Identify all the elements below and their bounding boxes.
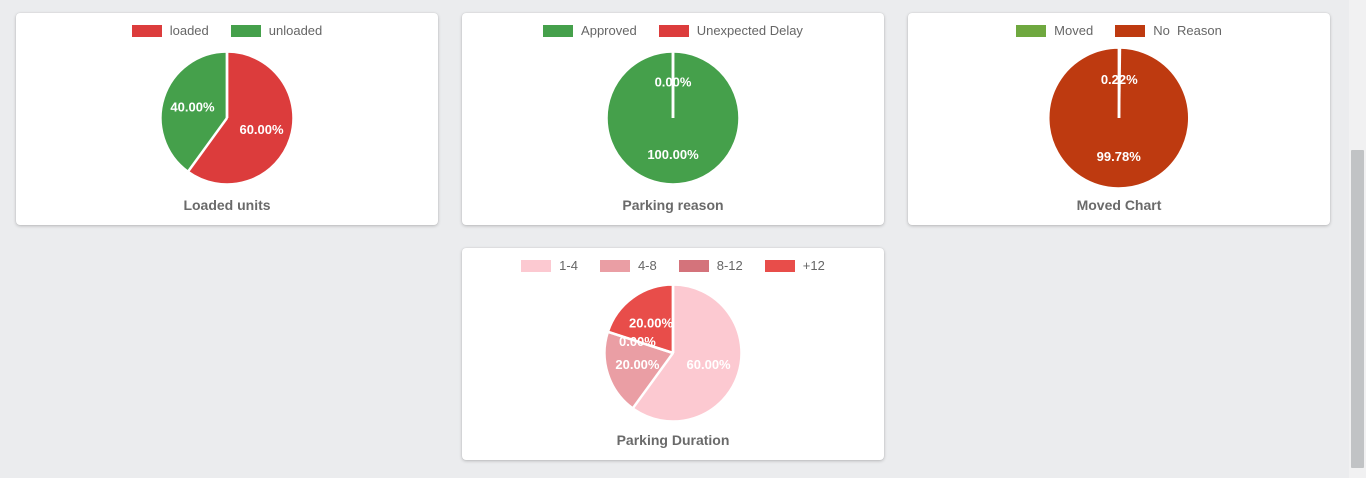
legend-swatch-icon bbox=[1115, 25, 1146, 37]
chart-card-parking-reason: Approved Unexpected Delay 100.00% 0.00% Pa… bbox=[462, 13, 884, 225]
legend-label: 4-8 bbox=[637, 258, 657, 273]
pie-percent-label: 40.00% bbox=[170, 99, 215, 114]
chart-legend: 1-4 4-8 8-12 +12 bbox=[462, 258, 884, 274]
legend-label: 1-4 bbox=[559, 258, 578, 273]
slice-border bbox=[187, 117, 229, 173]
legend-item-approved[interactable]: Approved bbox=[543, 23, 637, 39]
pie-percent-label: 20.00% bbox=[629, 315, 674, 330]
legend-swatch-icon bbox=[764, 260, 795, 272]
pie-percent-label: 0.22% bbox=[1101, 72, 1138, 87]
slice-border bbox=[607, 330, 674, 355]
pie-percent-label: 60.00% bbox=[687, 357, 732, 372]
scrollbar[interactable] bbox=[1349, 0, 1366, 478]
pie-percent-label: 99.78% bbox=[1097, 149, 1142, 164]
pie-slice-loaded[interactable] bbox=[187, 51, 294, 185]
legend-item-4-8[interactable]: 4-8 bbox=[599, 258, 657, 274]
chart-title: Loaded units bbox=[183, 197, 271, 213]
chart-legend: loaded unloaded bbox=[16, 23, 438, 39]
legend-label: Approved bbox=[581, 23, 637, 38]
chart-title: Moved Chart bbox=[1076, 197, 1162, 213]
pie-percent-label: 20.00% bbox=[615, 357, 660, 372]
legend-swatch-icon bbox=[599, 260, 630, 272]
pie-chart-moved-chart: 0.22% 99.78% bbox=[1048, 47, 1190, 189]
pie-percent-label: 100.00% bbox=[647, 147, 699, 162]
legend-label: loaded bbox=[169, 23, 209, 38]
legend-swatch-icon bbox=[678, 260, 709, 272]
legend-swatch-icon bbox=[521, 260, 552, 272]
legend-label: unloaded bbox=[268, 23, 323, 38]
pie-chart-parking-duration: 60.00% 20.00% 0.00% 20.00% bbox=[604, 284, 742, 422]
legend-swatch-icon bbox=[131, 25, 162, 37]
legend-swatch-icon bbox=[658, 25, 689, 37]
legend-item-no-reason[interactable]: No Reason bbox=[1115, 23, 1222, 39]
legend-label: Unexpected Delay bbox=[696, 23, 803, 38]
legend-swatch-icon bbox=[1016, 25, 1047, 37]
chart-legend: Approved Unexpected Delay bbox=[462, 23, 884, 39]
chart-legend: Moved No Reason bbox=[908, 23, 1330, 39]
legend-label: No Reason bbox=[1153, 23, 1222, 38]
legend-item-moved[interactable]: Moved bbox=[1016, 23, 1093, 39]
legend-item-1-4[interactable]: 1-4 bbox=[521, 258, 578, 274]
chart-card-moved-chart: Moved No Reason 0.22% 99.78% Moved Chart bbox=[908, 13, 1330, 225]
pie-slice-4-8[interactable] bbox=[604, 331, 675, 410]
legend-item-unloaded[interactable]: unloaded bbox=[230, 23, 323, 39]
pie-chart-parking-reason: 100.00% 0.00% bbox=[606, 51, 740, 185]
pie-percent-label: 60.00% bbox=[239, 122, 284, 137]
slice-border bbox=[632, 352, 675, 409]
legend-swatch-icon bbox=[543, 25, 574, 37]
legend-item-8-12[interactable]: 8-12 bbox=[678, 258, 743, 274]
pie-slice-1-4[interactable] bbox=[631, 284, 742, 422]
legend-item-unexpected-delay[interactable]: Unexpected Delay bbox=[658, 23, 803, 39]
chart-card-parking-duration: 1-4 4-8 8-12 +12 60.00% 20.00% 0.00% 20.00% Pa… bbox=[462, 248, 884, 460]
legend-label: +12 bbox=[802, 258, 825, 273]
scrollbar-thumb[interactable] bbox=[1351, 150, 1364, 468]
pie-slice-unloaded[interactable] bbox=[160, 51, 228, 173]
legend-item-loaded[interactable]: loaded bbox=[131, 23, 209, 39]
legend-label: Moved bbox=[1054, 23, 1094, 38]
legend-item-+12[interactable]: +12 bbox=[764, 258, 825, 274]
chart-title: Parking Duration bbox=[616, 432, 730, 448]
pie-percent-label: 0.00% bbox=[619, 334, 656, 349]
legend-swatch-icon bbox=[230, 25, 261, 37]
pie-percent-label: 0.00% bbox=[655, 74, 692, 89]
pie-chart-loaded-units: 60.00% 40.00% bbox=[160, 51, 294, 185]
chart-card-loaded-units: loaded unloaded 60.00% 40.00% Loaded units bbox=[16, 13, 438, 225]
legend-label: 8-12 bbox=[716, 258, 743, 273]
chart-title: Parking reason bbox=[622, 197, 724, 213]
